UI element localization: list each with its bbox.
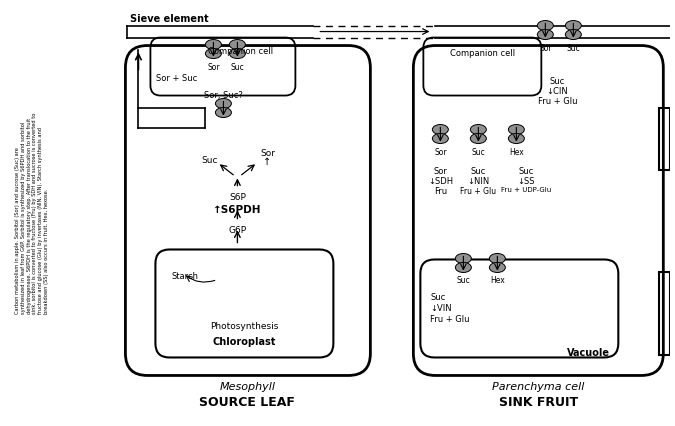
Text: ↑S6PDH: ↑S6PDH	[213, 204, 262, 214]
Text: Fru + Glu: Fru + Glu	[537, 96, 577, 105]
Ellipse shape	[205, 49, 221, 59]
Ellipse shape	[230, 49, 246, 59]
Text: Sor: Sor	[434, 147, 447, 156]
Text: Sor: Sor	[207, 62, 220, 72]
Text: Companion cell: Companion cell	[208, 46, 273, 55]
Ellipse shape	[537, 31, 554, 40]
Ellipse shape	[566, 21, 581, 32]
Text: Suc: Suc	[431, 293, 446, 302]
Text: Suc: Suc	[518, 166, 534, 175]
Ellipse shape	[508, 134, 524, 144]
Ellipse shape	[489, 263, 506, 273]
Text: Hex: Hex	[509, 147, 524, 156]
Text: ↓NIN: ↓NIN	[467, 176, 489, 185]
Text: Sieve element: Sieve element	[130, 14, 209, 23]
Text: Parenchyma cell: Parenchyma cell	[492, 382, 585, 391]
Ellipse shape	[215, 108, 232, 118]
Text: SINK FRUIT: SINK FRUIT	[499, 395, 578, 409]
Text: Sor, Suc?: Sor, Suc?	[204, 90, 243, 99]
Text: Suc: Suc	[471, 147, 485, 156]
Ellipse shape	[537, 21, 554, 32]
Text: Fru + Glu: Fru + Glu	[460, 186, 496, 195]
Text: Fru + Glu: Fru + Glu	[431, 315, 470, 324]
Text: Carbon metabolism in apple. Sorbitol (Sor) and sucrose (Suc) are
synthesized in : Carbon metabolism in apple. Sorbitol (So…	[15, 112, 49, 314]
Text: Hex: Hex	[490, 276, 505, 285]
Text: Starch: Starch	[171, 272, 198, 281]
Ellipse shape	[215, 99, 232, 109]
Text: S6P: S6P	[229, 192, 246, 201]
Text: Sor + Suc: Sor + Suc	[157, 73, 198, 82]
Text: ↓SS: ↓SS	[518, 176, 535, 185]
Ellipse shape	[456, 254, 471, 264]
Text: Fru + UDP-Glu: Fru + UDP-Glu	[502, 186, 551, 192]
Text: Suc: Suc	[549, 76, 565, 85]
Ellipse shape	[470, 134, 487, 144]
Bar	[659, 108, 670, 170]
Text: ↓SDH: ↓SDH	[428, 176, 453, 185]
Ellipse shape	[433, 134, 448, 144]
Ellipse shape	[566, 31, 581, 40]
Ellipse shape	[508, 125, 524, 135]
Text: Suc: Suc	[566, 43, 580, 52]
Text: Fru: Fru	[434, 186, 447, 195]
Text: G6P: G6P	[228, 226, 246, 235]
Text: Mesophyll: Mesophyll	[219, 382, 275, 391]
Text: Chloroplast: Chloroplast	[213, 337, 276, 347]
Text: Suc: Suc	[231, 62, 244, 72]
Text: ↑: ↑	[263, 156, 271, 166]
Text: Sor: Sor	[433, 166, 448, 175]
Ellipse shape	[456, 263, 471, 273]
Text: ↓VIN: ↓VIN	[431, 304, 452, 313]
Text: Suc: Suc	[201, 155, 217, 164]
Ellipse shape	[489, 254, 506, 264]
Text: Sor: Sor	[539, 43, 551, 52]
Text: Vacuole: Vacuole	[567, 348, 610, 358]
Text: Sor: Sor	[260, 148, 275, 157]
Ellipse shape	[433, 125, 448, 135]
Ellipse shape	[205, 40, 221, 50]
Ellipse shape	[230, 40, 246, 50]
Ellipse shape	[470, 125, 487, 135]
Text: ↓CIN: ↓CIN	[547, 86, 568, 95]
Text: Companion cell: Companion cell	[450, 49, 515, 58]
Text: Suc: Suc	[470, 166, 486, 175]
Text: Suc: Suc	[456, 276, 470, 285]
Bar	[659, 273, 670, 356]
Text: Photosynthesis: Photosynthesis	[210, 322, 279, 331]
Text: SOURCE LEAF: SOURCE LEAF	[199, 395, 296, 409]
